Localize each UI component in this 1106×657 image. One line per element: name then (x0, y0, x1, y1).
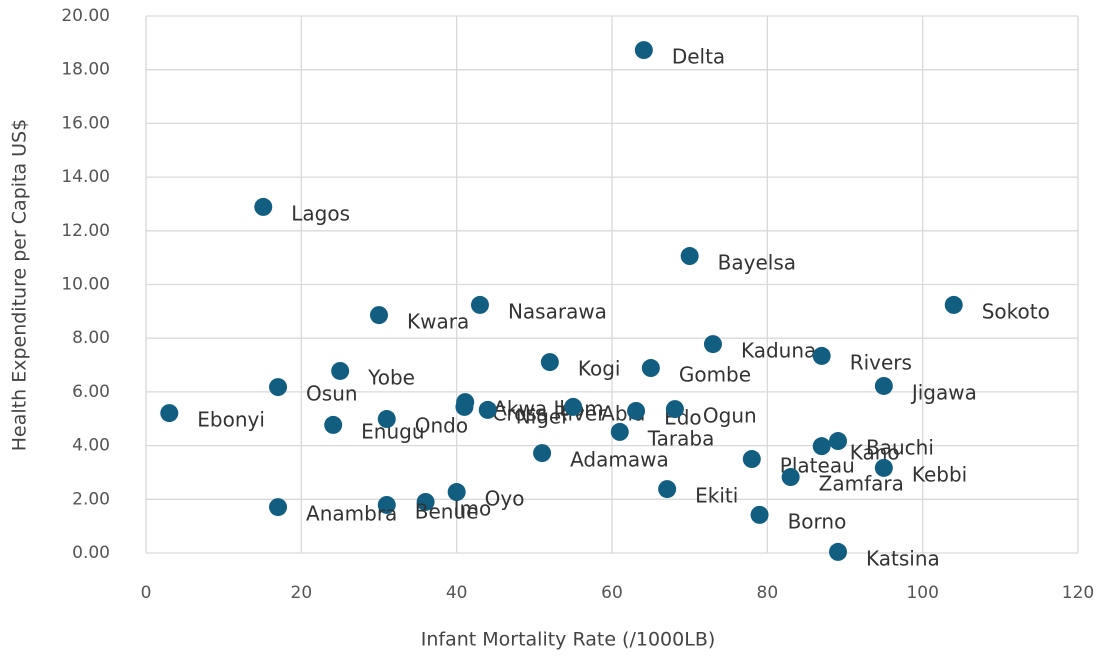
point-label: Sokoto (982, 299, 1050, 323)
y-tick-label: 20.00 (61, 6, 110, 26)
point-label: Kano (850, 441, 900, 465)
point (665, 400, 684, 419)
point-label: Taraba (647, 426, 715, 450)
point (324, 415, 343, 434)
point (160, 404, 179, 423)
point (470, 295, 489, 314)
point-label: Ogun (703, 404, 757, 428)
point (812, 437, 831, 456)
x-tick-label: 80 (757, 583, 779, 603)
y-tick-label: 2.00 (72, 489, 110, 509)
point (331, 361, 350, 380)
point-label: Jigawa (910, 380, 977, 404)
point-label: Nasarawa (508, 299, 607, 323)
point (703, 335, 722, 354)
point-label: Gombe (679, 363, 751, 387)
point (658, 480, 677, 499)
point-label: Osun (306, 382, 358, 406)
point-label: Delta (672, 45, 725, 69)
point-label: Ekiti (695, 484, 738, 508)
point-label: Cross River (492, 401, 606, 425)
point (750, 505, 769, 524)
point (680, 247, 699, 266)
point (641, 359, 660, 378)
point (874, 376, 893, 395)
y-tick-label: 18.00 (61, 60, 110, 80)
point-label: Oyo (485, 487, 525, 511)
point-label: Niger (516, 404, 571, 428)
point (377, 495, 396, 514)
point-label: Kebbi (912, 462, 967, 486)
point-label: Kaduna (741, 339, 816, 363)
point-label: Borno (788, 509, 847, 533)
y-tick-label: 8.00 (72, 328, 110, 348)
x-tick-label: 40 (446, 583, 468, 603)
point (564, 397, 583, 416)
y-tick-label: 0.00 (72, 543, 110, 563)
point-label: Benue (415, 499, 479, 523)
x-tick-label: 20 (291, 583, 313, 603)
point-label: Yobe (367, 365, 415, 389)
point-label: Kwara (407, 310, 469, 334)
point-label: Zamfara (819, 472, 904, 496)
point (610, 422, 629, 441)
point-label: Adamawa (570, 448, 669, 472)
y-tick-label: 6.00 (72, 382, 110, 402)
point-label: Akwa Ibom (493, 397, 604, 421)
point (742, 450, 761, 469)
y-tick-label: 4.00 (72, 436, 110, 456)
point (634, 41, 653, 60)
point-label: Bayelsa (718, 251, 796, 275)
point-label: Imo (454, 496, 492, 520)
point (269, 378, 288, 397)
point (533, 444, 552, 463)
point (781, 468, 800, 487)
point-label: Anambra (306, 502, 397, 526)
point (944, 295, 963, 314)
point (812, 346, 831, 365)
point-label: Bauchi (866, 436, 934, 460)
y-tick-label: 14.00 (61, 167, 110, 187)
y-tick-label: 16.00 (61, 113, 110, 133)
point-label: Katsina (866, 546, 940, 570)
point (829, 432, 848, 451)
x-tick-label: 100 (906, 583, 938, 603)
y-tick-label: 10.00 (61, 275, 110, 295)
x-tick-label: 120 (1062, 583, 1094, 603)
point (370, 306, 388, 325)
point (269, 498, 288, 517)
point-label: Kogi (578, 357, 621, 381)
x-tick-label: 0 (141, 583, 152, 603)
point (377, 410, 396, 429)
point (478, 400, 497, 419)
point (416, 492, 435, 511)
point-label: Lagos (291, 201, 350, 225)
point (540, 353, 559, 372)
point (874, 458, 893, 477)
point (455, 397, 474, 416)
point-label: Ebonyi (197, 408, 265, 432)
point (447, 483, 466, 502)
point (254, 197, 273, 216)
y-axis-title: Health Expenditure per Capita US$ (9, 119, 31, 451)
y-tick-label: 12.00 (61, 221, 110, 241)
point-label: Rivers (850, 350, 912, 374)
point-label: Ondo (415, 414, 468, 438)
point (627, 401, 646, 420)
x-axis-title: Infant Mortality Rate (/1000LB) (421, 629, 716, 651)
point (829, 542, 848, 561)
x-tick-label: 60 (601, 583, 623, 603)
